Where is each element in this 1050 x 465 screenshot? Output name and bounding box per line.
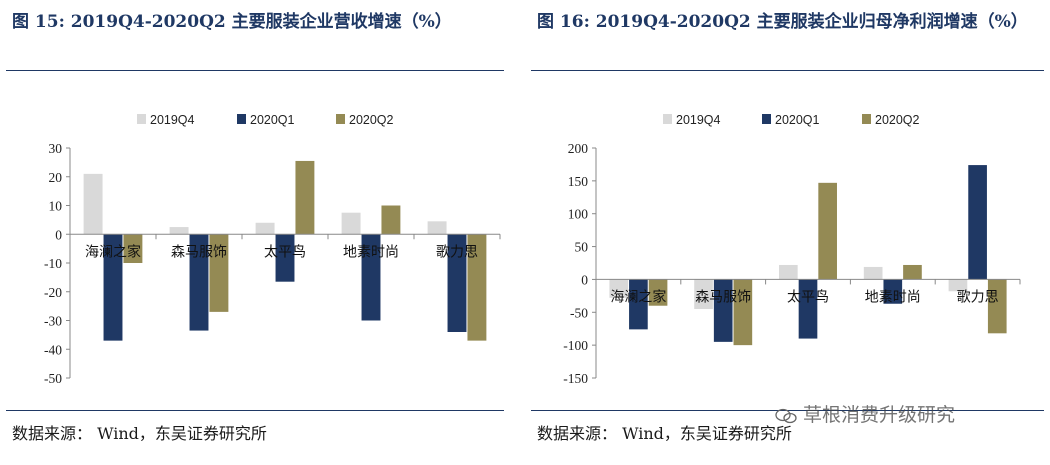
divider (6, 70, 504, 71)
bar-2020q1 (103, 234, 123, 341)
bar-2019q4 (948, 279, 968, 292)
bar-2019q4 (169, 227, 189, 235)
bar-2020q2 (818, 182, 837, 280)
y-tick-label: -40 (44, 342, 62, 357)
legend-swatch (762, 114, 771, 124)
bar-2020q1 (189, 234, 209, 331)
bar-2020q2 (648, 279, 668, 306)
y-tick-label: 0 (581, 272, 588, 287)
category-label: 歌力思 (957, 289, 999, 305)
legend-label: 2019Q4 (676, 113, 721, 127)
category-label: 地素时尚 (343, 244, 399, 260)
y-tick-label: 50 (575, 240, 589, 255)
y-tick-label: -30 (44, 314, 62, 329)
bar-2020q2 (903, 264, 922, 280)
y-tick-label: -20 (44, 285, 62, 300)
y-tick-label: -10 (44, 256, 62, 271)
data-source: 数据来源： Wind，东吴证券研究所 (12, 424, 267, 443)
y-tick-label: -150 (563, 371, 588, 386)
bar-2020q1 (713, 279, 733, 342)
legend-label: 2020Q2 (349, 113, 394, 127)
y-tick-label: 150 (568, 174, 589, 189)
category-label: 太平鸟 (787, 289, 829, 305)
bar-2020q2 (733, 279, 753, 346)
legend-label: 2020Q1 (775, 113, 820, 127)
y-tick-label: 100 (568, 207, 589, 222)
legend-label: 2020Q2 (875, 113, 920, 127)
legend-swatch (663, 114, 672, 124)
legend-label: 2019Q4 (150, 113, 195, 127)
bar-2020q2 (467, 234, 487, 341)
bar-2020q1 (883, 279, 903, 304)
net-profit-growth-chart: 200 150 100 50 0 -50 -100 -150 海澜之家 森马服饰 太平鸟 地素时尚 歌力… (563, 113, 1021, 386)
category-label: 歌力思 (436, 244, 478, 260)
chart-panel-revenue: 图 15: 2019Q4-2020Q2 主要服装企业营收增速（%） 30 20 10… (0, 0, 510, 465)
wechat-icon (775, 408, 797, 423)
bar-2020q2 (987, 279, 1007, 334)
chart-title: 图 15: 2019Q4-2020Q2 主要服装企业营收增速（%） (12, 12, 452, 32)
revenue-growth-chart: 30 20 10 0 -10 -20 -30 -40 -50 海澜之家 森马服饰 太平鸟 地素时尚 歌力思… (44, 113, 501, 386)
y-tick-label: 200 (568, 141, 589, 156)
bar-2019q4 (83, 173, 103, 235)
legend-swatch (237, 114, 246, 124)
y-tick-label: -50 (44, 371, 62, 386)
bar-2020q1 (629, 279, 648, 330)
y-tick-label: 20 (49, 170, 63, 185)
bar-2019q4 (694, 279, 713, 309)
bar-2019q4 (609, 279, 629, 298)
bar-2019q4 (863, 266, 883, 280)
category-label: 海澜之家 (610, 288, 666, 305)
bar-2019q4 (341, 212, 361, 235)
y-tick-label: -50 (570, 305, 588, 320)
legend-swatch (336, 114, 345, 124)
bar-2020q1 (361, 234, 381, 321)
chart-panel-net-profit: 图 16: 2019Q4-2020Q2 主要服装企业归母净利润增速（%） 200… (525, 0, 1050, 465)
data-source: 数据来源： Wind，东吴证券研究所 (537, 424, 792, 443)
bar-2020q1 (968, 165, 987, 280)
legend-label: 2020Q1 (250, 113, 295, 127)
y-tick-label: 30 (49, 141, 63, 156)
bar-2019q4 (255, 222, 275, 235)
legend-swatch (137, 114, 146, 124)
bar-2019q4 (427, 221, 447, 235)
bar-2019q4 (779, 264, 798, 280)
category-label: 森马服饰 (171, 244, 227, 260)
plot-area: 30 20 10 0 -10 -20 -30 -40 -50 海澜之家 森马服饰 太平鸟 地素时尚 歌力思… (44, 113, 501, 386)
watermark: 草根消费升级研究 (775, 400, 955, 427)
plot-area: 200 150 100 50 0 -50 -100 -150 海澜之家 森马服饰 太平鸟 地素时尚 歌力… (563, 113, 1021, 386)
category-label: 地素时尚 (865, 289, 921, 305)
bar-2020q1 (798, 279, 818, 339)
category-label: 太平鸟 (264, 244, 306, 260)
bar-2020q2 (209, 234, 229, 312)
category-label: 海澜之家 (85, 243, 141, 260)
y-tick-label: 10 (49, 199, 63, 214)
bar-2020q2 (123, 234, 143, 263)
bar-2020q2 (295, 160, 315, 235)
divider (6, 410, 504, 411)
bar-2020q2 (381, 205, 401, 235)
legend-swatch (862, 114, 871, 124)
divider (531, 70, 1044, 71)
chart-title: 图 16: 2019Q4-2020Q2 主要服装企业归母净利润增速（%） (537, 12, 1028, 32)
y-tick-label: 0 (55, 227, 62, 242)
bar-2020q1 (275, 234, 295, 282)
category-label: 森马服饰 (695, 289, 751, 305)
bar-2020q1 (447, 234, 467, 332)
watermark-text: 草根消费升级研究 (803, 404, 956, 426)
y-tick-label: -100 (563, 338, 588, 353)
